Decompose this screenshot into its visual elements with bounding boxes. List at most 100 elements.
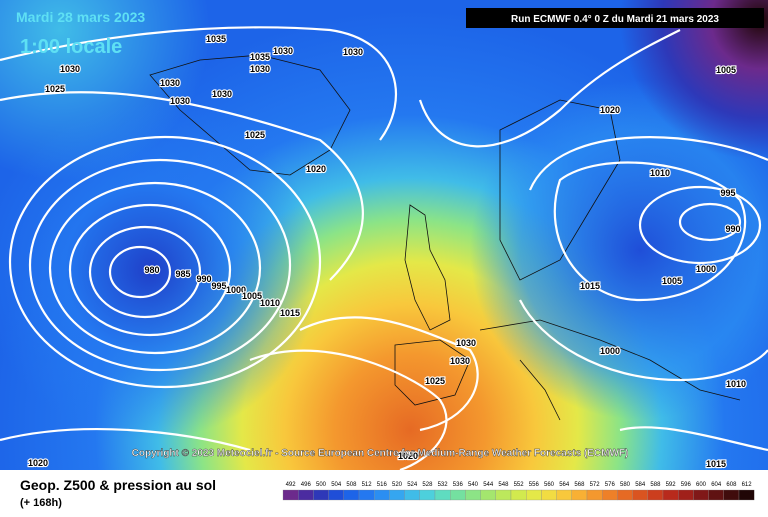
isobar-label: 1035	[206, 34, 226, 44]
scale-swatch	[480, 489, 496, 501]
scale-label: 520	[392, 482, 403, 488]
scale-label: 584	[635, 482, 646, 488]
scale-label: 504	[331, 482, 342, 488]
isobar-label: 1030	[343, 47, 363, 57]
scale-label: 576	[605, 482, 616, 488]
scale-label: 548	[498, 482, 509, 488]
isobar-label: 1015	[580, 281, 600, 291]
scale-swatch	[571, 489, 588, 501]
isobar-label: 1005	[716, 65, 736, 75]
isobars	[0, 26, 768, 472]
isobar-label: 1000	[600, 346, 620, 356]
scale-swatch	[404, 489, 420, 501]
scale-label: 608	[726, 482, 737, 488]
isobar-label: 1035	[250, 52, 270, 62]
isobar-label: 1005	[242, 291, 262, 301]
scale-swatch	[450, 489, 466, 501]
isobar-label: 1010	[726, 379, 746, 389]
scale-swatch	[526, 489, 542, 501]
scale-label: 556	[529, 482, 540, 488]
scale-swatch	[374, 489, 390, 501]
scale-swatch	[723, 489, 740, 501]
scale-swatch	[328, 489, 344, 501]
scale-label: 536	[453, 482, 464, 488]
scale-label: 492	[286, 482, 297, 488]
forecast-date: Mardi 28 mars 2023	[16, 9, 145, 25]
scale-swatch	[647, 489, 664, 501]
copyright: Copyright © 2023 Meteociel.fr - Source E…	[132, 448, 629, 459]
isobar-label: 1000	[226, 285, 246, 295]
isobar-label: 1020	[398, 451, 418, 461]
isobar-label: 1030	[170, 96, 190, 106]
local-time: 1:00 locale	[20, 36, 122, 58]
scale-label: 512	[362, 482, 373, 488]
scale-label: 544	[483, 482, 494, 488]
scale-swatch	[602, 489, 618, 501]
run-box	[466, 8, 764, 28]
scale-label: 588	[650, 482, 661, 488]
scale-label: 524	[407, 482, 418, 488]
scale-label: 564	[559, 482, 570, 488]
scale-swatch	[313, 489, 329, 501]
isobar-label: 1030	[212, 89, 232, 99]
isobar-label: 1030	[160, 78, 180, 88]
isobar-label: 1025	[245, 130, 265, 140]
scale-swatch	[343, 489, 360, 501]
run-info: Run ECMWF 0.4° 0 Z du Mardi 21 mars 2023	[511, 14, 719, 25]
scale-swatch	[434, 489, 451, 501]
isobar-label: 1030	[250, 64, 270, 74]
isobar-label: 1020	[306, 164, 326, 174]
scale-swatch	[298, 489, 314, 501]
color-scale: 492 496 500 504 508 512 516 520 524 528 532 536 540 5…	[282, 482, 755, 501]
scale-label: 496	[301, 482, 312, 488]
legend-title: Geop. Z500 & pression au sol	[20, 477, 216, 493]
scale-swatch	[556, 489, 572, 501]
scale-label: 532	[438, 482, 449, 488]
legend-subtitle: (+ 168h)	[20, 497, 62, 509]
scale-label: 540	[468, 482, 479, 488]
isobar-label: 995	[211, 281, 226, 291]
scale-swatch	[738, 489, 755, 501]
isobar-label: 1030	[60, 64, 80, 74]
isobar-label: 1030	[450, 356, 470, 366]
scale-label: 516	[377, 482, 388, 488]
scale-swatch	[693, 489, 709, 501]
isobar-label: 980	[144, 265, 159, 275]
isobar-label: 995	[720, 188, 735, 198]
scale-label: 604	[711, 482, 722, 488]
scale-label: 596	[681, 482, 692, 488]
isobar-label: 1030	[456, 338, 476, 348]
scale-swatch	[358, 489, 375, 501]
scale-swatch	[465, 489, 481, 501]
scale-label: 612	[742, 482, 753, 488]
scale-label: 572	[590, 482, 601, 488]
scale-swatch	[586, 489, 603, 501]
scale-swatch	[495, 489, 512, 501]
scale-swatch	[541, 489, 557, 501]
isobar-label: 1030	[273, 46, 293, 56]
scale-label: 552	[514, 482, 525, 488]
isobar-label: 1025	[425, 376, 445, 386]
isobar-label: 1020	[28, 458, 48, 468]
isobar-label: 1010	[260, 298, 280, 308]
scale-label: 508	[346, 482, 357, 488]
isobar-label: 1015	[280, 308, 300, 318]
scale-swatch	[632, 489, 648, 501]
scale-label: 592	[666, 482, 677, 488]
isobar-label: 990	[725, 224, 740, 234]
scale-label: 500	[316, 482, 327, 488]
scale-swatch	[419, 489, 436, 501]
isobar-label: 1010	[650, 168, 670, 178]
isobar-label: 1005	[662, 276, 682, 286]
isobar-label: 1000	[696, 264, 716, 274]
scale-label: 600	[696, 482, 707, 488]
northwest-field	[0, 0, 768, 470]
isobar-label: 985	[175, 269, 190, 279]
scale-swatch	[678, 489, 694, 501]
scale-label: 568	[574, 482, 585, 488]
isobar-label: 990	[196, 274, 211, 284]
scale-label: 560	[544, 482, 555, 488]
isobar-label: 1020	[600, 105, 620, 115]
scale-swatch	[510, 489, 527, 501]
